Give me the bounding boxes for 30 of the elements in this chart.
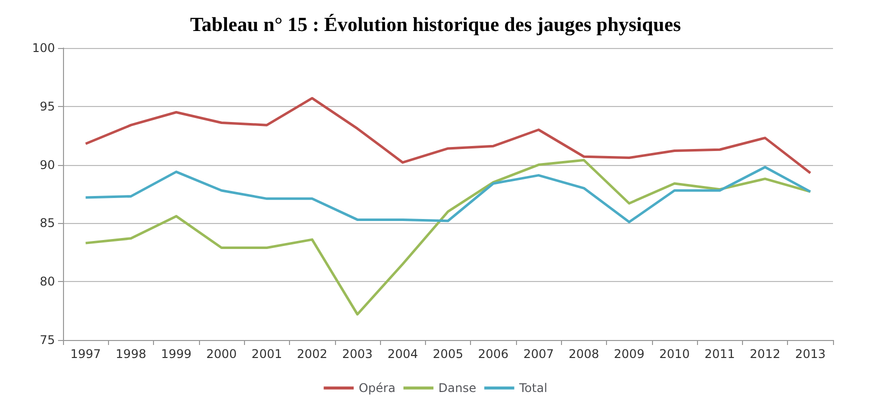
- legend-label: Total: [518, 381, 548, 395]
- x-tick-label: 2012: [750, 347, 780, 361]
- x-tick-label: 1997: [70, 347, 101, 361]
- x-tick-label: 2013: [795, 347, 826, 361]
- chart-title: Tableau n° 15 : Évolution historique des jauges physiques: [190, 13, 682, 36]
- y-tick-label: 75: [40, 333, 55, 347]
- x-tick-label: 2004: [387, 347, 418, 361]
- x-tick-label: 2000: [206, 347, 237, 361]
- y-tick-label: 80: [40, 274, 55, 289]
- x-tick-label: 2006: [478, 347, 509, 361]
- x-tick-label: 2005: [432, 347, 464, 361]
- y-tick-label: 85: [40, 216, 55, 230]
- line-series: [84, 158, 812, 316]
- x-tick-label: 2011: [704, 347, 736, 361]
- legend-label: Opéra: [358, 381, 396, 395]
- x-tick-label: 2009: [614, 347, 644, 361]
- x-tick-label: 1998: [116, 347, 146, 361]
- legend-label: Danse: [438, 381, 476, 395]
- x-tick-label: 2002: [296, 347, 328, 361]
- x-tick-label: 2001: [252, 347, 282, 361]
- x-tick-label: 2008: [568, 347, 600, 361]
- x-tick-label: 2010: [659, 347, 690, 361]
- y-tick-label: 95: [40, 99, 55, 114]
- x-tick-label: 1999: [160, 347, 192, 361]
- line-series: [84, 96, 812, 174]
- x-tick-label: 2003: [342, 347, 373, 361]
- line-series: [84, 166, 812, 224]
- x-tick-label: 2007: [523, 347, 554, 361]
- y-tick-label: 90: [40, 158, 55, 172]
- y-tick-label: 100: [32, 41, 55, 55]
